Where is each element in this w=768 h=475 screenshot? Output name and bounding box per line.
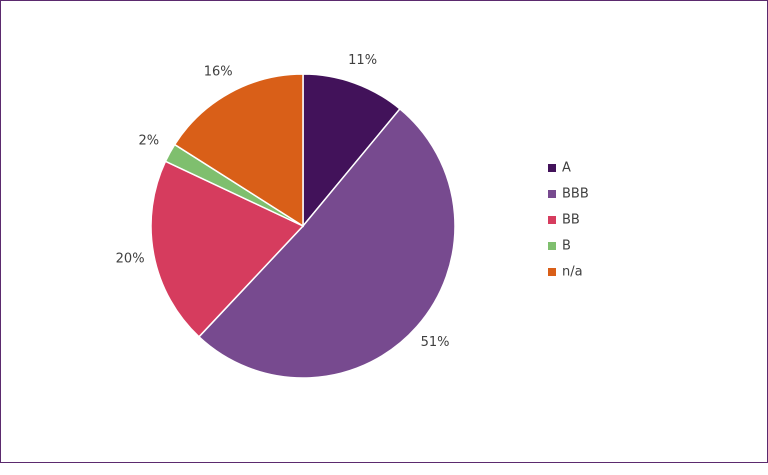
legend-swatch xyxy=(548,242,556,250)
pie-slice xyxy=(302,73,401,229)
legend-swatch xyxy=(548,268,556,276)
data-label: 16% xyxy=(204,64,233,79)
legend-label: B xyxy=(562,239,571,254)
legend-swatch xyxy=(548,190,556,198)
pie-slice xyxy=(173,73,304,228)
legend-label: n/a xyxy=(562,265,583,280)
legend-swatch xyxy=(548,216,556,224)
legend-label: BBB xyxy=(562,187,589,202)
data-label: 2% xyxy=(138,134,159,149)
legend-label: A xyxy=(562,161,571,176)
legend-swatch xyxy=(548,164,556,172)
data-label: 20% xyxy=(116,251,145,266)
data-label: 11% xyxy=(348,53,377,68)
pie-slice xyxy=(150,160,305,338)
pie-slice xyxy=(197,107,456,379)
legend-label: BB xyxy=(562,213,580,228)
data-label: 51% xyxy=(421,335,450,350)
